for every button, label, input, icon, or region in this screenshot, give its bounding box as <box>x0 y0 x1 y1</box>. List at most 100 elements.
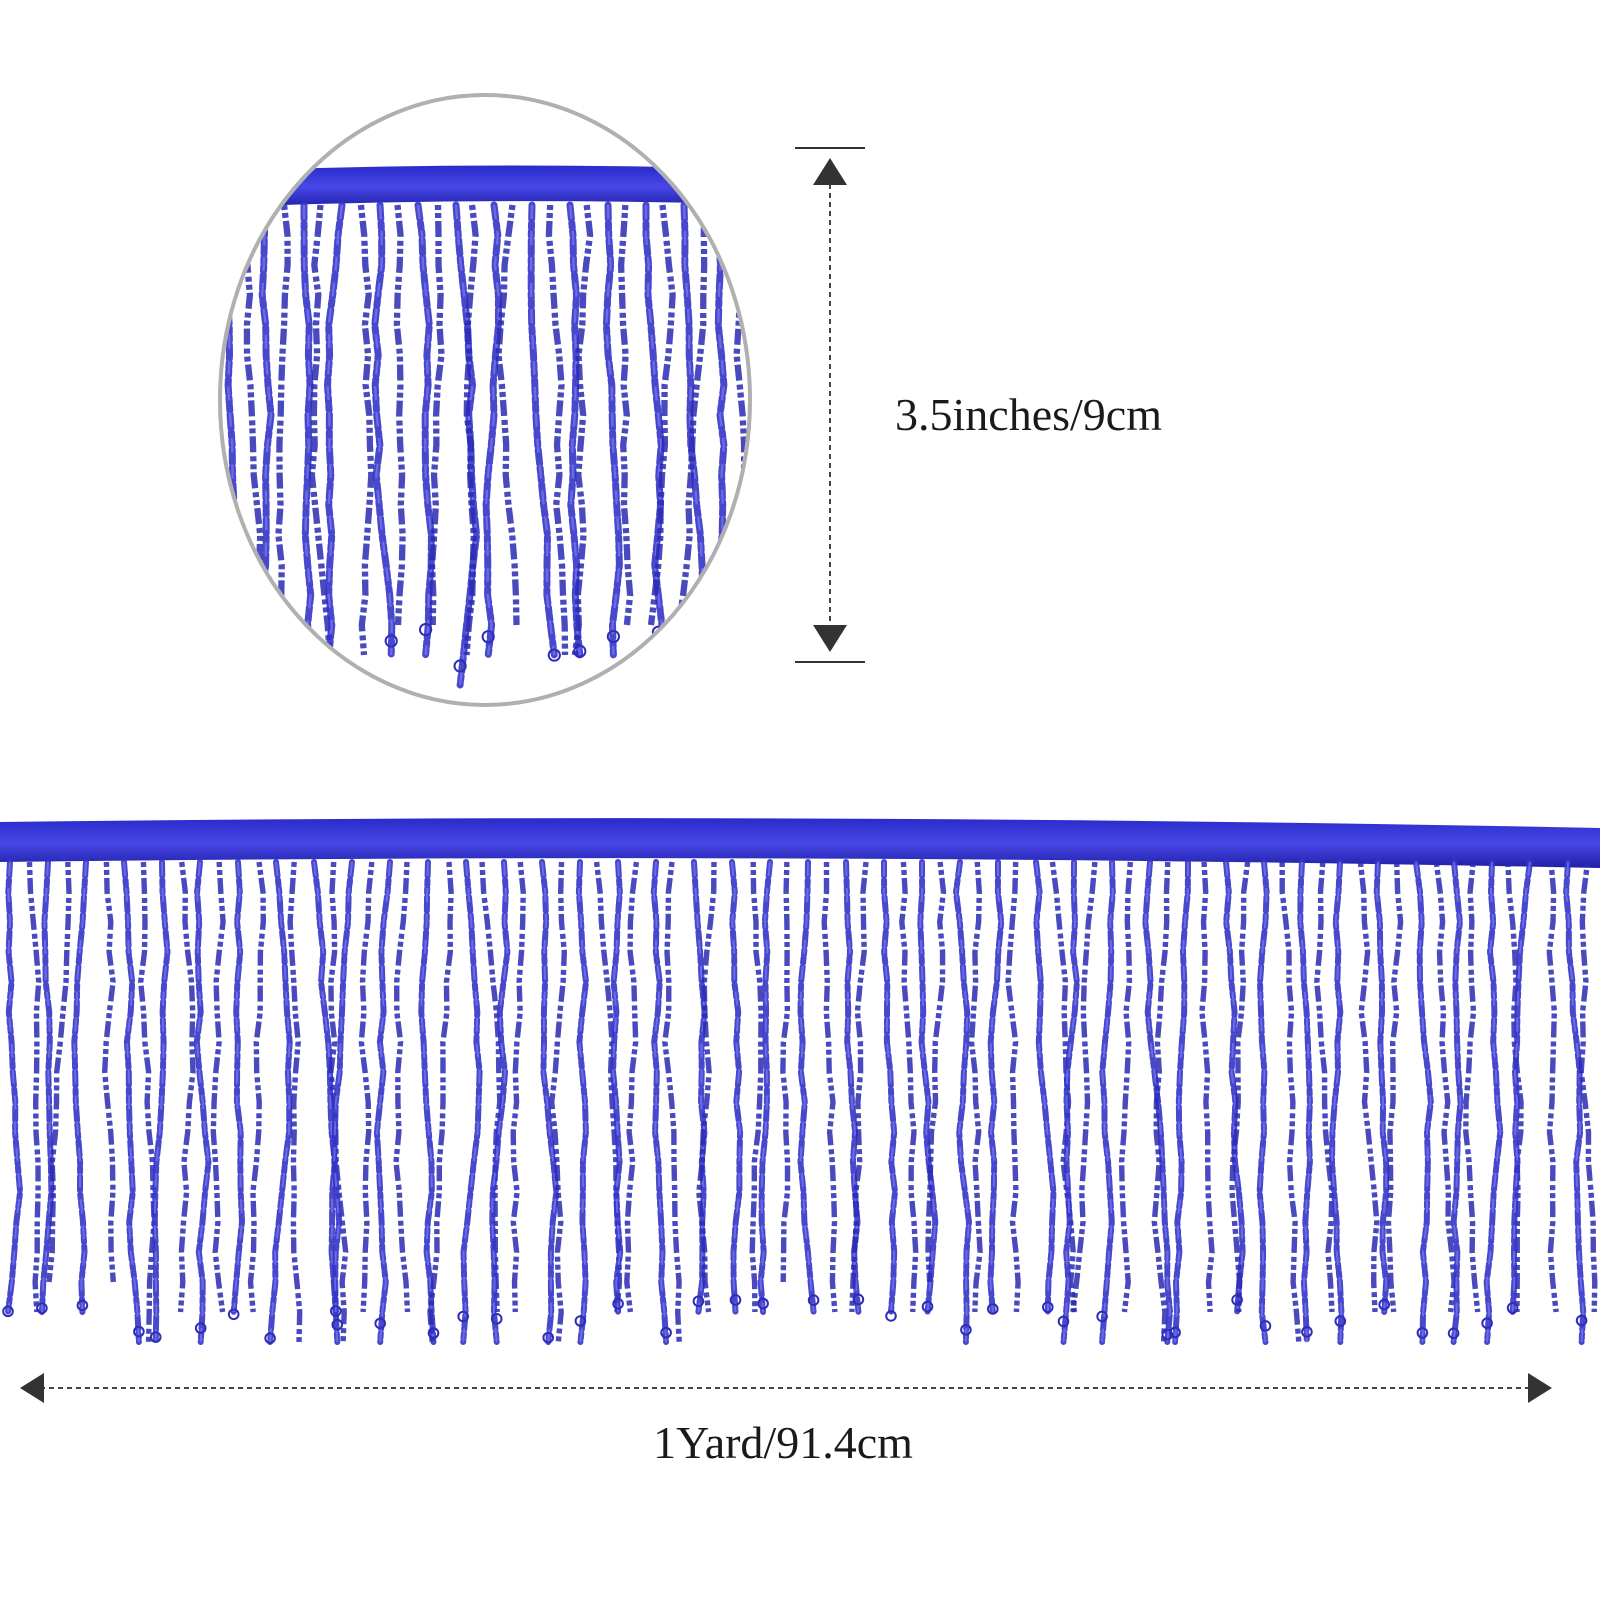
bead-strand <box>287 861 303 1343</box>
bead-strand <box>568 204 581 656</box>
bead-strand <box>987 1303 999 1315</box>
zoom-circle <box>218 93 752 707</box>
bead-strand <box>7 861 22 1313</box>
bead-strand <box>606 629 621 644</box>
bead-strand <box>510 861 526 1313</box>
bead-strand <box>73 861 87 1313</box>
bead-strand <box>36 1302 48 1314</box>
bead-strand <box>652 861 668 1343</box>
bead-strand <box>1357 861 1380 1313</box>
bead-strand <box>759 861 771 1313</box>
bead-strand <box>46 861 72 1283</box>
bead-strand <box>1042 1301 1054 1313</box>
bead-strand <box>542 1331 555 1344</box>
bead-strand <box>662 861 682 1343</box>
bead-strand <box>1378 1298 1390 1311</box>
bead-strand <box>1506 1302 1519 1314</box>
bead-strand <box>177 861 196 1313</box>
bead-strand <box>76 1299 89 1312</box>
bead-strand <box>1299 861 1311 1343</box>
bead-strand <box>1385 861 1404 1313</box>
bead-strand <box>308 204 333 656</box>
bead-strand <box>1096 1310 1108 1323</box>
bead-strand <box>757 1297 769 1310</box>
bead-strand <box>495 204 520 626</box>
arrow-head <box>813 158 847 185</box>
bead-strand <box>40 861 53 1313</box>
bead-strand <box>1511 861 1531 1313</box>
bead-strand <box>1415 861 1432 1343</box>
bead-strand <box>883 861 897 1313</box>
bead-strand <box>1334 1315 1347 1327</box>
bead-strand <box>593 861 623 1313</box>
height-dimension <box>795 147 865 663</box>
bead-strand <box>1005 861 1021 1313</box>
bead-strand <box>660 1326 672 1339</box>
bead-strand <box>612 1297 624 1310</box>
bead-strand <box>571 204 594 656</box>
bead-strand <box>427 861 454 1343</box>
arrow-head <box>1528 1373 1552 1403</box>
bead-strand <box>384 634 398 648</box>
bead-strand <box>420 861 435 1343</box>
bead-strand <box>548 861 568 1343</box>
bead-strand <box>799 861 815 1313</box>
bead-strand <box>1330 861 1343 1343</box>
bead-strand <box>1169 1326 1181 1339</box>
bead-strand <box>1416 1327 1429 1339</box>
bead-strand <box>547 648 561 662</box>
bead-strand <box>1199 861 1215 1313</box>
bead-strand <box>1375 861 1388 1313</box>
bead-strand <box>101 861 116 1283</box>
bead-strand <box>232 861 244 1313</box>
bead-strand <box>195 861 210 1343</box>
bead-strand <box>1565 861 1585 1343</box>
bead-strand <box>1481 1317 1493 1329</box>
bead-strand <box>416 204 433 656</box>
bead-strand <box>885 1310 897 1322</box>
bead-strand <box>1485 861 1502 1343</box>
bead-strand <box>1258 861 1268 1343</box>
bead-strand <box>968 861 983 1313</box>
bead-strand <box>326 204 344 656</box>
bead-strand <box>899 861 919 1313</box>
bead-strand <box>313 861 339 1343</box>
bead-strand <box>960 1324 972 1336</box>
bead-strand <box>457 1310 470 1323</box>
bead-strand <box>545 204 569 656</box>
bead-strand <box>484 204 500 656</box>
bead-strand <box>331 1318 344 1331</box>
ribbon <box>0 818 1600 868</box>
bead-strand <box>333 861 353 1313</box>
bead-strand <box>780 861 791 1283</box>
bead-strand <box>807 1294 820 1306</box>
bead-strand <box>153 861 169 1343</box>
ribbon <box>222 165 748 208</box>
bead-strand <box>919 861 937 1313</box>
bead-strand <box>821 861 838 1313</box>
bead-strand <box>374 1317 387 1330</box>
bead-strand <box>358 861 375 1313</box>
bead-strand <box>925 861 947 1283</box>
bead-strand <box>675 204 708 656</box>
bead-strand <box>921 1300 934 1313</box>
bead-strand <box>1161 1328 1174 1341</box>
bead-strand <box>1259 1320 1272 1332</box>
bead-strand <box>26 861 42 1313</box>
bead-strand <box>612 861 622 1313</box>
bead-strand <box>490 1313 503 1325</box>
bead-strand <box>1070 861 1098 1313</box>
bead-strand <box>852 1293 865 1306</box>
arrow-head <box>813 625 847 652</box>
bead-strand <box>330 1305 342 1317</box>
bead-strand <box>453 659 467 673</box>
bead-strand <box>194 1322 207 1334</box>
bead-strand <box>137 861 157 1343</box>
bead-strand <box>1546 861 1559 1313</box>
bead-strand <box>541 861 558 1343</box>
bead-strand <box>624 861 640 1313</box>
bead-strand <box>989 861 1003 1313</box>
bead-strand <box>733 204 748 626</box>
bead-strand <box>373 204 393 656</box>
